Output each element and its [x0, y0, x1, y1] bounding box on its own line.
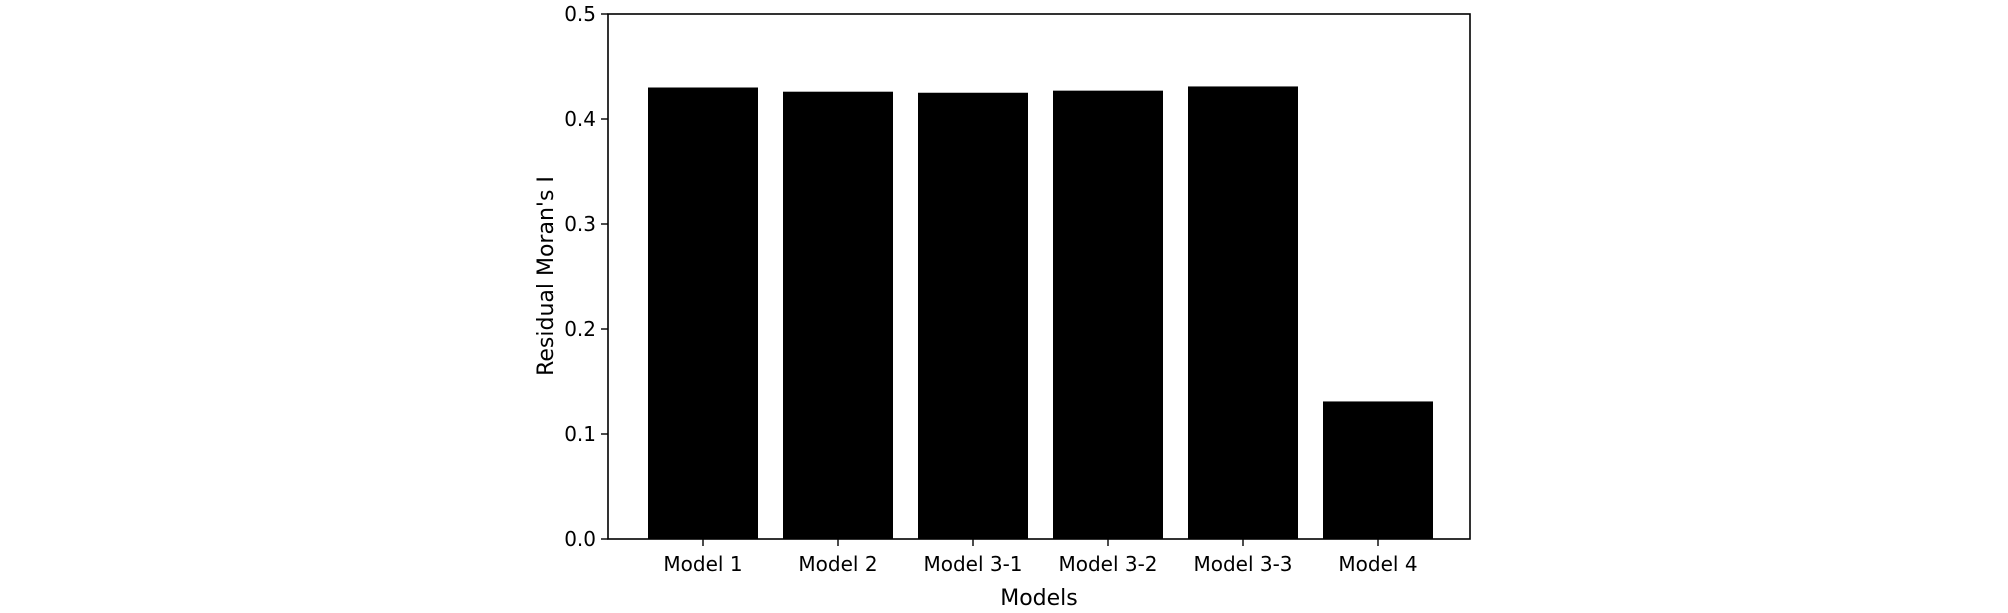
y-axis-ticks: 0.0 0.1 0.2 0.3 0.4 0.5: [564, 2, 608, 551]
bars-group: [648, 86, 1433, 540]
x-axis-title: Models: [1000, 586, 1078, 611]
bar-model-1: [648, 87, 758, 539]
y-tick-label: 0.0: [564, 527, 596, 551]
x-tick-label: Model 3-1: [923, 552, 1022, 576]
x-axis-ticks: Model 1 Model 2 Model 3-1 Model 3-2 Model 3-…: [663, 539, 1418, 576]
x-tick-label: Model 3-3: [1193, 552, 1292, 576]
y-tick-label: 0.5: [564, 2, 596, 26]
bar-model-2: [783, 91, 893, 539]
bar-model-4: [1323, 401, 1433, 539]
plot-frame: [607, 13, 1471, 540]
x-tick-label: Model 1: [663, 552, 742, 576]
y-tick-label: 0.3: [564, 212, 596, 236]
x-tick-label: Model 2: [798, 552, 877, 576]
bar-model-3-2: [1053, 90, 1163, 540]
y-tick-label: 0.1: [564, 422, 596, 446]
y-tick-label: 0.4: [564, 107, 596, 131]
bar-model-3-1: [918, 92, 1028, 539]
bar-model-3-3: [1188, 86, 1298, 539]
x-tick-label: Model 3-2: [1058, 552, 1157, 576]
x-tick-label: Model 4: [1338, 552, 1417, 576]
y-axis-title: Residual Moran's I: [534, 176, 559, 376]
y-tick-label: 0.2: [564, 317, 596, 341]
